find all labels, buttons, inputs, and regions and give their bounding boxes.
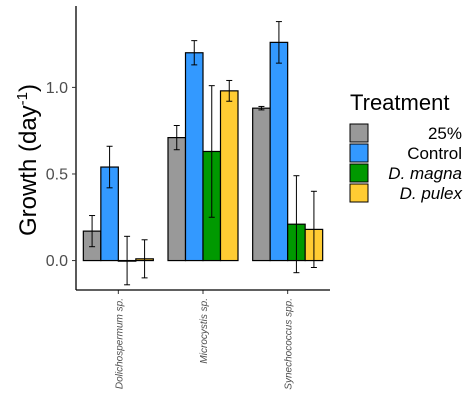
x-axis: Dolichospermum sp. Microcystis sp. Synecho… [76,289,330,390]
legend-key-d-magna [349,163,369,183]
legend-key-control [349,143,369,163]
x-tick-label-dolichospermum-sp: Dolichospermum sp. [114,298,125,389]
error-bar-dolichospermum-sp-25 [89,215,96,248]
x-tick-label-synechococcus-spp: Synechococcus spp. [284,298,295,390]
error-bar-synechococcus-spp-25 [258,105,265,111]
x-tick-label-microcystis-sp: Microcystis sp. [199,298,210,364]
error-bar-microcystis-sp-25 [173,124,180,151]
y-axis-title: Growth (day-1) [14,84,42,236]
y-axis-title-main: Growth (day [15,105,42,236]
legend-key-25 [349,123,369,143]
bar-synechococcus-spp-25 [252,107,271,262]
y-axis-title-close: ) [15,84,42,92]
legend-label-d-magna: D. magna [388,164,462,183]
error-bar-microcystis-sp-control [191,40,198,66]
bar-microcystis-sp-25 [167,137,187,262]
bar-synechococcus-spp-control [269,41,289,262]
legend-label-d-pulex: D. pulex [400,184,463,203]
error-bar-dolichospermum-sp-d-magna [124,235,131,286]
y-tick-label-1: 0.5 [46,166,68,183]
error-bar-microcystis-sp-d-pulex [226,79,233,102]
legend-key-d-pulex [349,183,369,203]
legend-label-25: 25% [428,124,462,143]
y-tick-label-0: 0.0 [46,253,68,270]
plot-area [82,21,324,286]
error-bar-dolichospermum-sp-control [106,145,113,189]
error-bar-synechococcus-spp-d-pulex [310,190,317,268]
error-bar-synechococcus-spp-d-magna [293,175,300,274]
error-bar-microcystis-sp-d-magna [208,85,215,218]
y-axis: 0.0 0.5 1.0 [46,6,77,290]
bar-microcystis-sp-d-pulex [219,90,239,262]
error-bar-dolichospermum-sp-d-pulex [141,239,148,279]
bar-microcystis-sp-control [184,52,204,262]
legend-title: Treatment [350,90,449,115]
y-tick-label-2: 1.0 [46,80,68,97]
y-axis-title-superscript: -1 [14,92,31,105]
error-bar-synechococcus-spp-control [275,21,282,64]
legend-label-control: Control [407,144,462,163]
